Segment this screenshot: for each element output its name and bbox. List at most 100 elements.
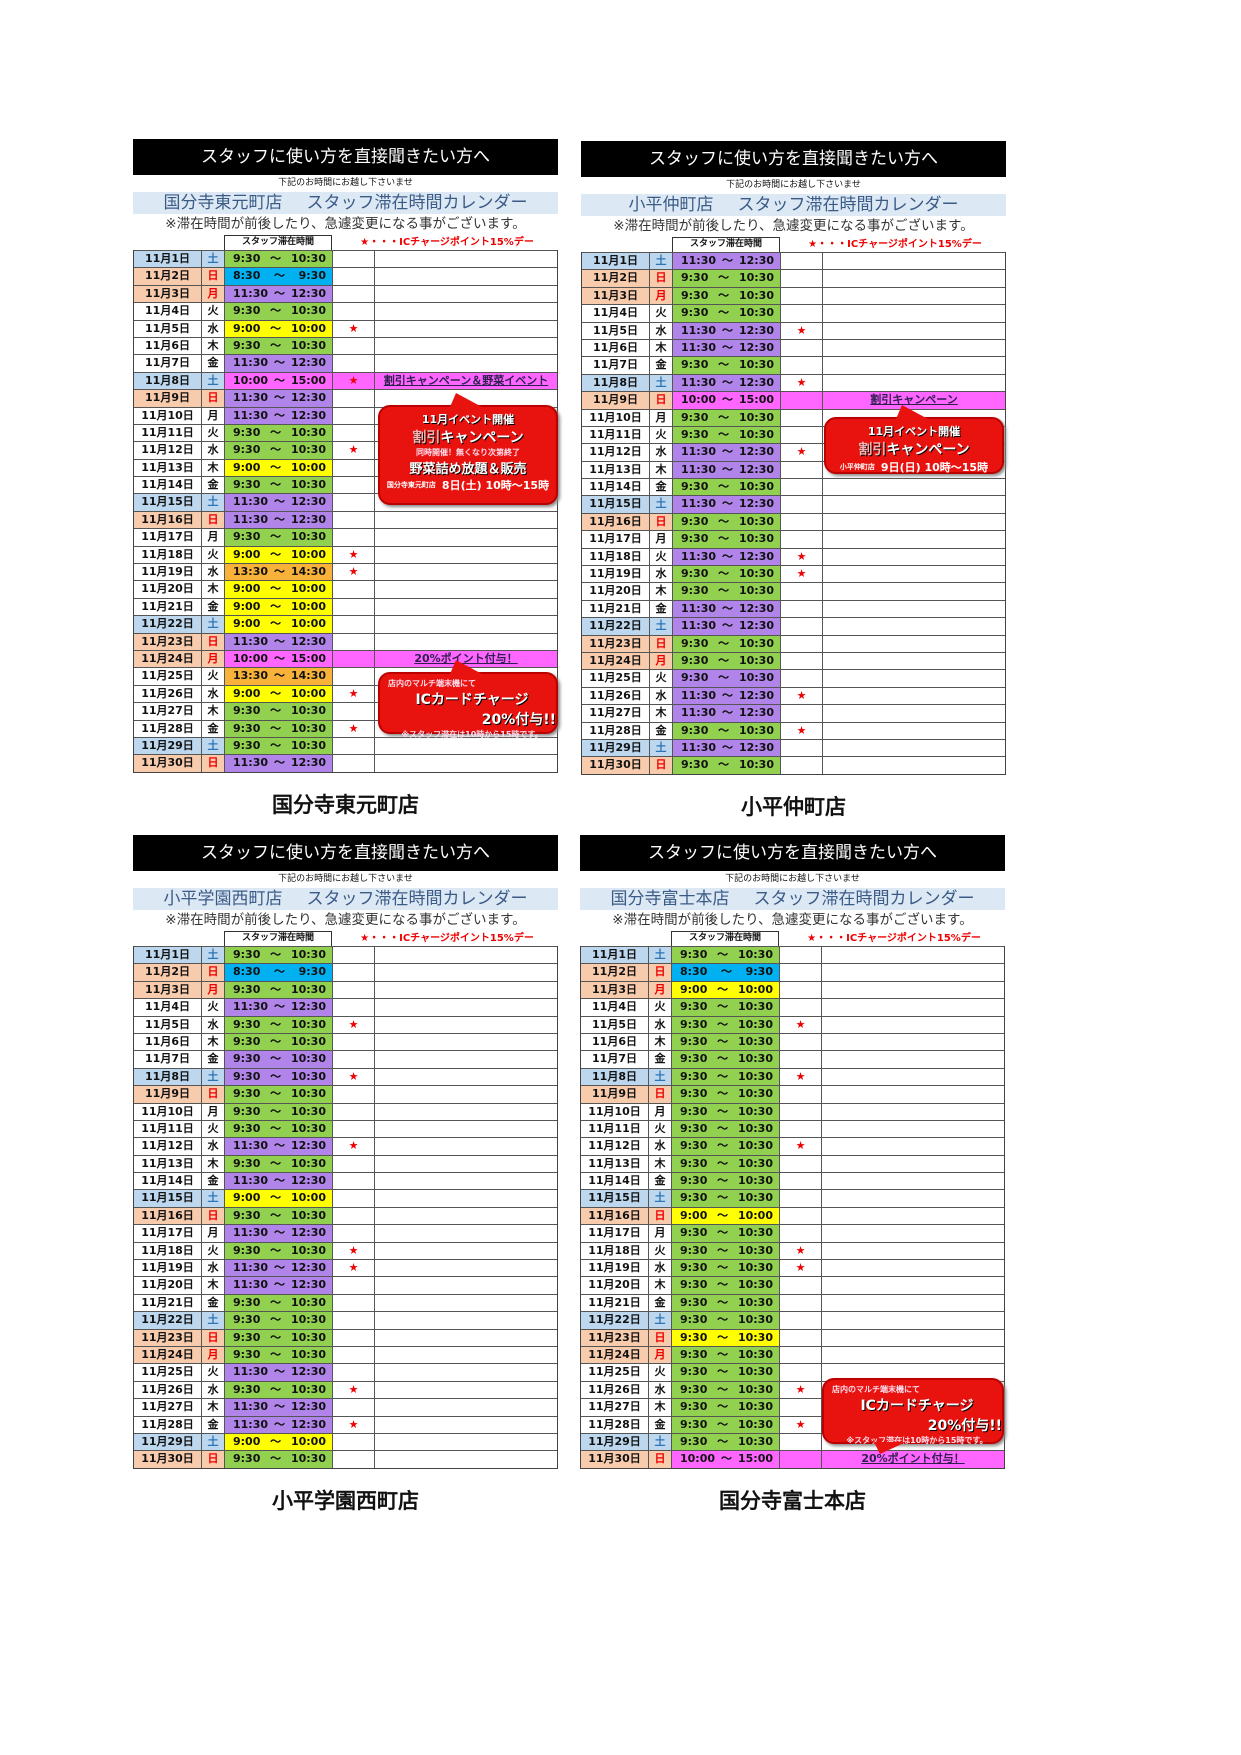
- weekday-cell: 土: [650, 618, 673, 635]
- tilde: ～: [722, 740, 733, 754]
- star-icon: [781, 705, 823, 722]
- end-time: 14:30: [290, 565, 326, 579]
- staff-time-cell: 11:30 ～ 12:30: [225, 494, 333, 511]
- weekday-cell: 木: [650, 583, 673, 600]
- table-row: 11月23日日 9:30 ～ 10:30: [581, 1328, 1004, 1346]
- start-time: 9:30: [680, 1313, 708, 1327]
- end-time: 9:30: [298, 965, 326, 979]
- table-row: 11月26日水 9:30 ～ 10:30 ★: [134, 1380, 557, 1399]
- staff-time-cell: 11:30 ～ 12:30: [673, 461, 781, 479]
- table-row: 11月2日日 8:30 ～ 9:30: [134, 267, 557, 285]
- event-note: [375, 286, 557, 302]
- start-time: 8:30: [233, 965, 261, 979]
- weekday-cell: 木: [202, 337, 225, 355]
- star-icon: ★: [781, 687, 823, 705]
- star-icon: [333, 1277, 375, 1294]
- date-cell: 11月19日: [581, 1260, 649, 1277]
- event-store-small: 小平仲町店: [839, 463, 875, 471]
- table-row: 11月23日日 11:30 ～ 12:30: [134, 632, 557, 650]
- calendar-title: 小平学園西町店 スタッフ滞在時間カレンダー: [133, 888, 558, 910]
- weekday-cell: 水: [649, 1381, 672, 1399]
- start-time: 9:30: [233, 1330, 261, 1344]
- tilde: ～: [718, 271, 730, 285]
- date-cell: 11月18日: [581, 1242, 649, 1260]
- end-time: 10:30: [737, 1052, 773, 1066]
- date-cell: 11月22日: [581, 1312, 649, 1329]
- star-icon: [333, 616, 375, 633]
- start-time: 13:30: [233, 565, 269, 579]
- date-cell: 11月21日: [134, 1294, 202, 1312]
- tilde: ～: [722, 254, 733, 267]
- event-when-row: 小平仲町店 9日(日) 10時～15時: [826, 459, 1002, 475]
- table-row: 11月13日木 9:30 ～ 10:30: [134, 1154, 557, 1173]
- table-row: 11月22日土 9:00 ～ 10:00: [134, 615, 557, 633]
- tilde: ～: [270, 617, 282, 631]
- staff-time-cell: 9:30 ～ 10:30: [672, 1155, 780, 1173]
- staff-time-cell: 11:30 ～ 12:30: [225, 1399, 333, 1416]
- event-note: [375, 303, 557, 319]
- date-cell: 11月16日: [134, 1207, 202, 1225]
- event-note: [375, 581, 557, 597]
- table-row: 11月15日土 9:30 ～ 10:30: [581, 1189, 1004, 1207]
- table-row: 11月7日金 11:30 ～ 12:30: [134, 354, 557, 372]
- table-row: 11月3日月 9:30 ～ 10:30: [134, 980, 557, 999]
- end-time: 10:30: [738, 410, 774, 424]
- event-note: [375, 1295, 557, 1311]
- weekday-cell: 土: [649, 1433, 672, 1451]
- event-note: [375, 1138, 557, 1154]
- tilde: ～: [274, 495, 285, 509]
- start-time: 9:30: [681, 653, 709, 667]
- star-icon: [333, 703, 375, 720]
- star-icon: [333, 1051, 375, 1068]
- star-icon: [781, 479, 823, 496]
- date-cell: 11月4日: [582, 305, 650, 322]
- staff-time-column-header: スタッフ滞在時間: [224, 931, 332, 946]
- star-icon: ★: [781, 548, 823, 566]
- start-time: 9:30: [680, 1069, 708, 1083]
- staff-time-cell: 11:30 ～ 12:30: [673, 739, 781, 757]
- tilde: ～: [717, 1034, 729, 1048]
- end-time: 10:30: [290, 1069, 326, 1083]
- tilde: ～: [717, 1226, 729, 1240]
- date-cell: 11月25日: [581, 1364, 649, 1381]
- table-row: 11月18日火 9:30 ～ 10:30 ★: [134, 1241, 557, 1260]
- date-cell: 11月14日: [134, 477, 202, 494]
- visit-instruction: 下記のお時間にお越し下さいませ: [725, 874, 860, 884]
- weekday-cell: 火: [650, 670, 673, 687]
- weekday-cell: 金: [202, 1294, 225, 1312]
- event-note: [822, 1295, 1004, 1311]
- start-time: 11:30: [233, 1278, 269, 1292]
- table-row: 11月14日金 9:30 ～ 10:30: [581, 1172, 1004, 1190]
- weekday-cell: 木: [202, 703, 225, 720]
- event-note: [375, 1330, 557, 1346]
- event-note: [823, 531, 1005, 547]
- ic-terminal-note: 店内のマルチ端末機にて: [832, 1385, 920, 1394]
- tilde: ～: [722, 323, 733, 337]
- table-row: 11月16日日 9:30 ～ 10:30: [582, 512, 1005, 531]
- event-note: [375, 1382, 557, 1398]
- event-note: [375, 268, 557, 284]
- weekday-cell: 日: [650, 757, 673, 774]
- end-time: 12:30: [290, 1365, 326, 1379]
- star-icon: [780, 1329, 822, 1346]
- table-row: 11月7日金 9:30 ～ 10:30: [134, 1050, 557, 1068]
- staff-time-cell: 9:30 ～ 10:30: [672, 1312, 780, 1329]
- star-icon: [333, 251, 375, 268]
- date-cell: 11月29日: [582, 739, 650, 757]
- staff-time-cell: 9:30 ～ 10:30: [672, 1346, 780, 1364]
- star-icon: [333, 1033, 375, 1051]
- star-icon: [780, 947, 822, 964]
- end-time: 12:30: [738, 462, 774, 476]
- start-time: 9:30: [233, 1243, 261, 1257]
- end-time: 10:30: [737, 1295, 773, 1309]
- table-row: 11月28日金 9:30 ～ 10:30 ★: [582, 721, 1005, 739]
- event-note: [822, 1069, 1004, 1085]
- date-cell: 11月7日: [134, 355, 202, 372]
- event-note: [375, 1051, 557, 1067]
- date-cell: 11月28日: [581, 1416, 649, 1433]
- star-icon: [780, 981, 822, 999]
- star-icon: [780, 1120, 822, 1138]
- weekday-cell: 水: [649, 1138, 672, 1155]
- star-icon: [780, 1399, 822, 1416]
- weekday-cell: 木: [649, 1033, 672, 1051]
